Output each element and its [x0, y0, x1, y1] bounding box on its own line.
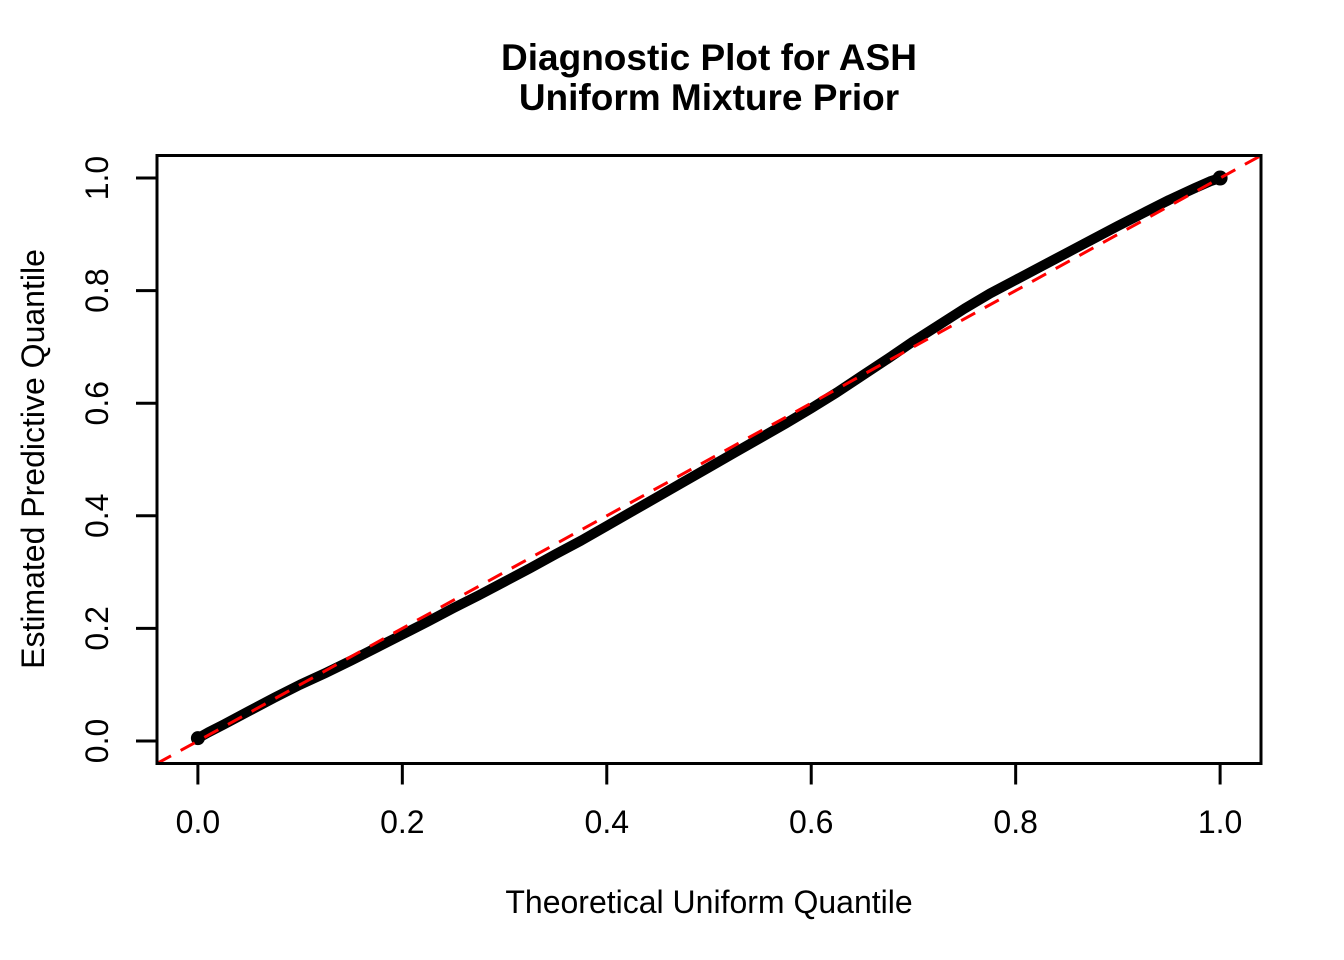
y-tick-label: 0.4 — [79, 494, 115, 538]
plot-frame — [155, 154, 1263, 765]
x-tick-label: 0.6 — [789, 804, 833, 840]
reference-identity-line — [156, 154, 1262, 765]
qq-curve — [192, 173, 1226, 744]
y-tick-label: 0.6 — [79, 381, 115, 425]
x-tick-label: 0.2 — [380, 804, 424, 840]
y-tick-label: 0.0 — [79, 719, 115, 763]
y-tick-label: 0.2 — [79, 606, 115, 650]
y-tick-label: 1.0 — [79, 156, 115, 200]
x-tick-label: 1.0 — [1198, 804, 1242, 840]
x-axis-label: Theoretical Uniform Quantile — [505, 884, 913, 920]
chart-title: Diagnostic Plot for ASH Uniform Mixture … — [157, 38, 1261, 118]
chart-title-line1: Diagnostic Plot for ASH — [501, 37, 917, 78]
x-tick-label: 0.8 — [993, 804, 1037, 840]
qq-curve-start-cluster — [190, 731, 205, 746]
chart-title-line2: Uniform Mixture Prior — [518, 77, 900, 118]
x-tick-label: 0.4 — [585, 804, 629, 840]
y-tick-label: 0.8 — [79, 268, 115, 312]
y-axis-label: Estimated Predictive Quantile — [15, 249, 51, 669]
x-tick-label: 0.0 — [176, 804, 220, 840]
